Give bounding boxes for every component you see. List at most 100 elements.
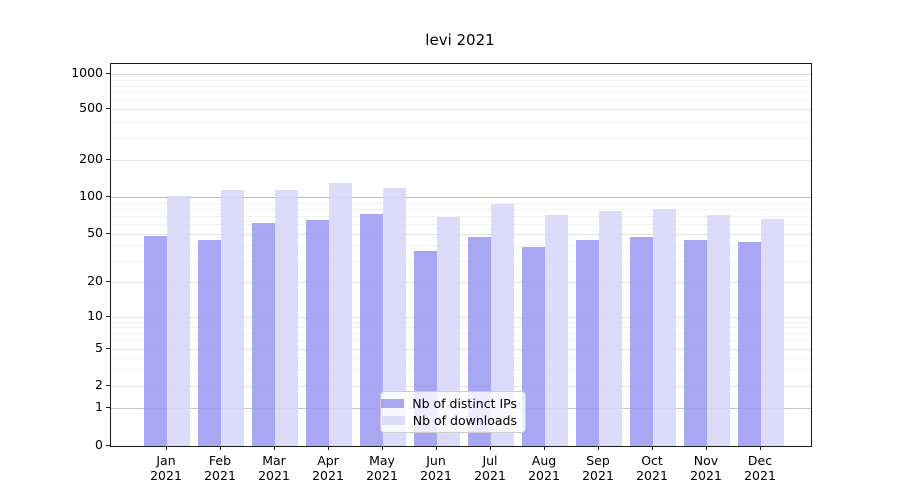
grid-line-minor [111, 100, 811, 102]
legend-item-distinct-ips: Nb of distinct IPs [381, 396, 517, 411]
bar-distinct-ips-may [360, 214, 383, 446]
x-tick-label: Dec 2021 [730, 453, 790, 483]
grid-line-minor [111, 202, 811, 204]
grid-line-minor [111, 333, 811, 335]
x-tick-mark [652, 446, 653, 450]
y-tick-label: 1 [95, 398, 103, 414]
bar-downloads-nov [707, 215, 730, 446]
x-tick-label: Jan 2021 [136, 453, 196, 483]
x-tick-mark [382, 446, 383, 450]
bar-downloads-mar [275, 189, 298, 446]
bar-distinct-ips-mar [252, 223, 275, 446]
y-tick-mark [106, 281, 110, 282]
x-tick-year: 2021 [582, 468, 614, 483]
grid-line-minor [111, 357, 811, 359]
x-tick-year: 2021 [528, 468, 560, 483]
bar-downloads-jun [437, 217, 460, 446]
y-tick-label: 0 [95, 437, 103, 452]
y-tick-label: 50 [87, 224, 103, 240]
bar-downloads-jul [491, 203, 514, 446]
legend-item-downloads: Nb of downloads [381, 413, 517, 429]
grid-line-major [111, 282, 811, 283]
x-tick-mark [490, 446, 491, 450]
grid-line-minor [111, 215, 811, 217]
y-tick-mark [106, 445, 110, 446]
x-tick-mark [220, 446, 221, 450]
bar-downloads-sep [599, 210, 622, 446]
x-tick-label: Apr 2021 [298, 453, 358, 483]
grid-line-major [111, 386, 811, 387]
x-tick-label: Aug 2021 [514, 453, 574, 483]
y-tick-mark [106, 385, 110, 386]
bar-distinct-ips-oct [630, 236, 653, 446]
grid-line-major [111, 74, 811, 76]
y-tick-label: 5 [95, 339, 103, 355]
bar-distinct-ips-nov [684, 240, 707, 446]
y-tick-mark [106, 196, 110, 197]
x-tick-mark [760, 446, 761, 450]
x-tick-year: 2021 [690, 468, 722, 483]
x-tick-year: 2021 [366, 468, 398, 483]
x-tick-year: 2021 [204, 468, 236, 483]
x-tick-mark [544, 446, 545, 450]
x-tick-mark [598, 446, 599, 450]
grid-line-minor [111, 121, 811, 123]
bar-downloads-jan [167, 195, 190, 446]
x-tick-year: 2021 [744, 468, 776, 483]
x-tick-label: Oct 2021 [622, 453, 682, 483]
x-tick-year: 2021 [474, 468, 506, 483]
bar-distinct-ips-jan [144, 235, 167, 446]
x-tick-label: Mar 2021 [244, 453, 304, 483]
x-tick-label: Jul 2021 [460, 453, 520, 483]
grid-line-major [111, 233, 811, 235]
legend-swatch-distinct-ips [381, 398, 405, 408]
grid-line-minor [111, 369, 811, 371]
legend-label-downloads: Nb of downloads [412, 413, 517, 429]
x-tick-label: Feb 2021 [190, 453, 250, 483]
y-tick-mark [106, 159, 110, 161]
x-tick-label: Sep 2021 [568, 453, 628, 483]
x-tick-mark [328, 446, 329, 450]
y-tick-label: 500 [79, 100, 103, 116]
x-tick-mark [166, 446, 167, 450]
grid-line-minor [111, 321, 811, 323]
y-tick-mark [106, 316, 110, 317]
bar-downloads-aug [545, 215, 568, 446]
legend-swatch-downloads [381, 416, 405, 426]
plot-area: Nb of distinct IPs Nb of downloads [110, 63, 812, 447]
grid-line-minor [111, 327, 811, 329]
grid-line-major [111, 348, 811, 350]
y-tick-label: 1000 [71, 65, 103, 81]
y-tick-label: 100 [79, 188, 103, 203]
y-tick-mark [106, 406, 110, 408]
y-tick-label: 20 [87, 273, 103, 288]
grid-line-major [111, 109, 811, 111]
grid-line-minor [111, 137, 811, 139]
bar-distinct-ips-dec [738, 241, 761, 446]
x-tick-mark [436, 446, 437, 450]
x-tick-year: 2021 [420, 468, 452, 483]
bar-downloads-apr [329, 183, 352, 446]
chart-title: levi 2021 [425, 31, 495, 49]
bar-distinct-ips-apr [306, 219, 329, 446]
y-tick-mark [106, 232, 110, 234]
y-tick-mark [106, 73, 110, 75]
grid-line-minor [111, 340, 811, 342]
grid-line-minor [111, 260, 811, 262]
bar-distinct-ips-feb [198, 240, 221, 446]
bar-distinct-ips-sep [576, 240, 599, 446]
x-tick-year: 2021 [150, 468, 182, 483]
grid-line-major [111, 317, 811, 318]
bar-downloads-oct [653, 209, 676, 446]
x-tick-label: May 2021 [352, 453, 412, 483]
grid-line-minor [111, 245, 811, 247]
bar-downloads-may [383, 188, 406, 446]
x-tick-mark [274, 446, 275, 450]
y-tick-label: 10 [87, 308, 103, 323]
grid-line-minor [111, 208, 811, 210]
grid-line-minor [111, 85, 811, 87]
grid-line-minor [111, 92, 811, 94]
bar-distinct-ips-aug [522, 246, 545, 446]
grid-line-minor [111, 79, 811, 81]
